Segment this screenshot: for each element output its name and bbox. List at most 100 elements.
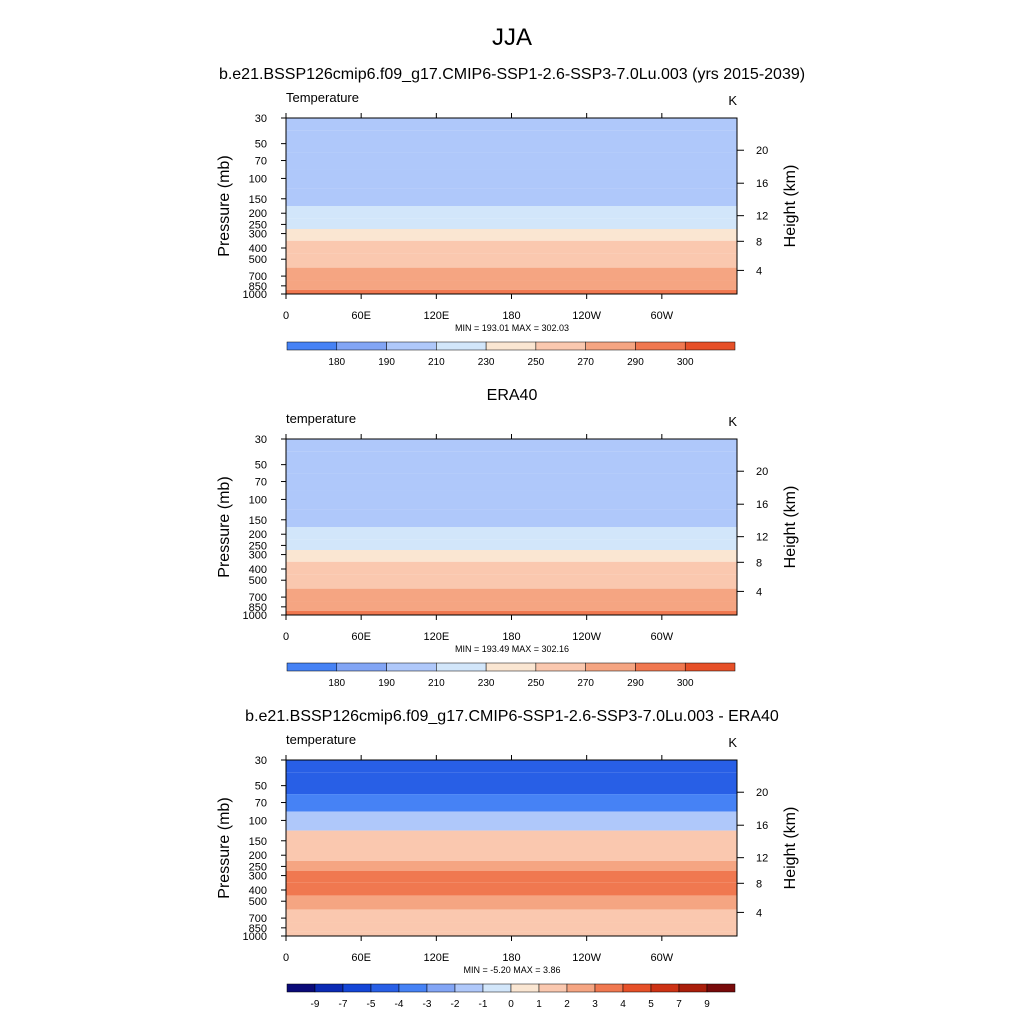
colorbar-label: 190 bbox=[378, 357, 395, 368]
y-axis-title: Pressure (mb) bbox=[216, 476, 233, 577]
x-tick-label: 120E bbox=[423, 631, 449, 643]
y-tick-label: 150 bbox=[249, 515, 267, 527]
colorbar-label: 290 bbox=[627, 357, 644, 368]
y-tick-label: 300 bbox=[249, 229, 267, 241]
panel-3: b.e21.BSSP126cmip6.f09_g17.CMIP6-SSP1-2.… bbox=[216, 708, 799, 1010]
units-label: K bbox=[728, 93, 737, 108]
y-tick-label: 300 bbox=[249, 871, 267, 883]
stats-label: MIN = -5.20 MAX = 3.86 bbox=[463, 965, 560, 975]
case-subtitle: b.e21.BSSP126cmip6.f09_g17.CMIP6-SSP1-2.… bbox=[219, 66, 805, 83]
colorbar-label: 3 bbox=[592, 999, 598, 1010]
contour-band bbox=[286, 610, 737, 615]
y2-tick-label: 16 bbox=[756, 499, 768, 511]
x-tick-label: 0 bbox=[283, 631, 289, 643]
colorbar-label: -4 bbox=[395, 999, 404, 1010]
colorbar-box bbox=[336, 662, 387, 672]
x-tick-label: 180 bbox=[502, 631, 520, 643]
colorbar-label: 4 bbox=[620, 999, 626, 1010]
y-tick-label: 200 bbox=[249, 529, 267, 541]
y-tick-label: 150 bbox=[249, 194, 267, 206]
colorbar-box bbox=[535, 341, 586, 351]
x-tick-label: 60W bbox=[651, 631, 674, 643]
y-tick-label: 100 bbox=[249, 494, 267, 506]
colorbar-box bbox=[594, 983, 624, 993]
units-label: K bbox=[728, 735, 737, 750]
y-tick-label: 1000 bbox=[243, 610, 267, 622]
y-tick-label: 30 bbox=[255, 113, 267, 125]
colorbar-box bbox=[482, 983, 512, 993]
colorbar-box bbox=[585, 662, 636, 672]
contour-band bbox=[286, 206, 737, 219]
variable-label: temperature bbox=[286, 732, 356, 747]
contour-band bbox=[286, 549, 737, 562]
contour-band bbox=[286, 848, 737, 861]
panel-1: Temperature K 0 60E 120E 180 120W 60W 30 50 70 100 1… bbox=[216, 90, 799, 368]
contour-band bbox=[286, 253, 737, 268]
contour-band bbox=[286, 811, 737, 831]
panel-2: ERA40 temperature K 0 60E 120E 180 120W 60W 30 50 7… bbox=[216, 387, 799, 689]
contour-band bbox=[286, 451, 737, 474]
colorbar-box bbox=[286, 662, 338, 672]
y-tick-label: 150 bbox=[249, 836, 267, 848]
contour-band bbox=[286, 509, 737, 527]
y-tick-label: 200 bbox=[249, 850, 267, 862]
colorbar-box bbox=[510, 983, 540, 993]
y-tick-label: 1000 bbox=[243, 289, 267, 301]
x-tick-label: 120E bbox=[423, 952, 449, 964]
colorbar-label: 250 bbox=[528, 357, 545, 368]
contour-band bbox=[286, 527, 737, 540]
colorbar-box bbox=[622, 983, 652, 993]
colorbar-box bbox=[635, 341, 686, 351]
colorbar-box bbox=[684, 662, 736, 672]
y-tick-label: 500 bbox=[249, 575, 267, 587]
colorbar-label: 290 bbox=[627, 678, 644, 689]
colorbar-label: 0 bbox=[508, 999, 514, 1010]
y-tick-label: 50 bbox=[255, 139, 267, 151]
contour-band bbox=[286, 760, 737, 773]
x-tick-label: 60W bbox=[651, 952, 674, 964]
y-tick-label: 100 bbox=[249, 815, 267, 827]
contour-band bbox=[286, 152, 737, 170]
colorbar-label: 210 bbox=[428, 678, 445, 689]
colorbar-label: 230 bbox=[478, 678, 495, 689]
y2-tick-label: 20 bbox=[756, 787, 768, 799]
y-tick-label: 1000 bbox=[243, 931, 267, 943]
contour-band bbox=[286, 490, 737, 510]
units-label: K bbox=[728, 414, 737, 429]
contour-band bbox=[286, 574, 737, 589]
contour-band bbox=[286, 772, 737, 795]
y2-tick-label: 20 bbox=[756, 466, 768, 478]
contour-band bbox=[286, 860, 737, 871]
colorbar-box bbox=[485, 341, 537, 351]
colorbar-box bbox=[398, 983, 428, 993]
y-tick-label: 250 bbox=[249, 219, 267, 231]
panel-title: ERA40 bbox=[487, 387, 538, 404]
colorbar-label: 2 bbox=[564, 999, 570, 1010]
contour-band bbox=[286, 228, 737, 241]
colorbar-box bbox=[454, 983, 484, 993]
contour-band bbox=[286, 909, 737, 923]
x-tick-label: 60E bbox=[351, 310, 371, 322]
x-tick-label: 60W bbox=[651, 310, 674, 322]
colorbar-box bbox=[538, 983, 568, 993]
colorbar-label: 270 bbox=[577, 357, 594, 368]
contour-band bbox=[286, 922, 737, 932]
colorbar-label: 5 bbox=[648, 999, 654, 1010]
y-tick-label: 200 bbox=[249, 208, 267, 220]
colorbar-label: 300 bbox=[677, 357, 694, 368]
colorbar-box bbox=[650, 983, 680, 993]
y2-tick-label: 12 bbox=[756, 853, 768, 865]
y2-tick-label: 8 bbox=[756, 878, 762, 890]
x-tick-label: 0 bbox=[283, 952, 289, 964]
contour-band bbox=[286, 931, 737, 936]
contour-band bbox=[286, 280, 737, 290]
y-tick-label: 30 bbox=[255, 755, 267, 767]
colorbar-label: 1 bbox=[536, 999, 542, 1010]
colorbar-box bbox=[386, 662, 437, 672]
x-tick-label: 120W bbox=[572, 952, 601, 964]
colorbar-label: -2 bbox=[451, 999, 460, 1010]
colorbar-label: 210 bbox=[428, 357, 445, 368]
y-tick-label: 400 bbox=[249, 243, 267, 255]
contour-band bbox=[286, 439, 737, 452]
contour-band bbox=[286, 218, 737, 229]
